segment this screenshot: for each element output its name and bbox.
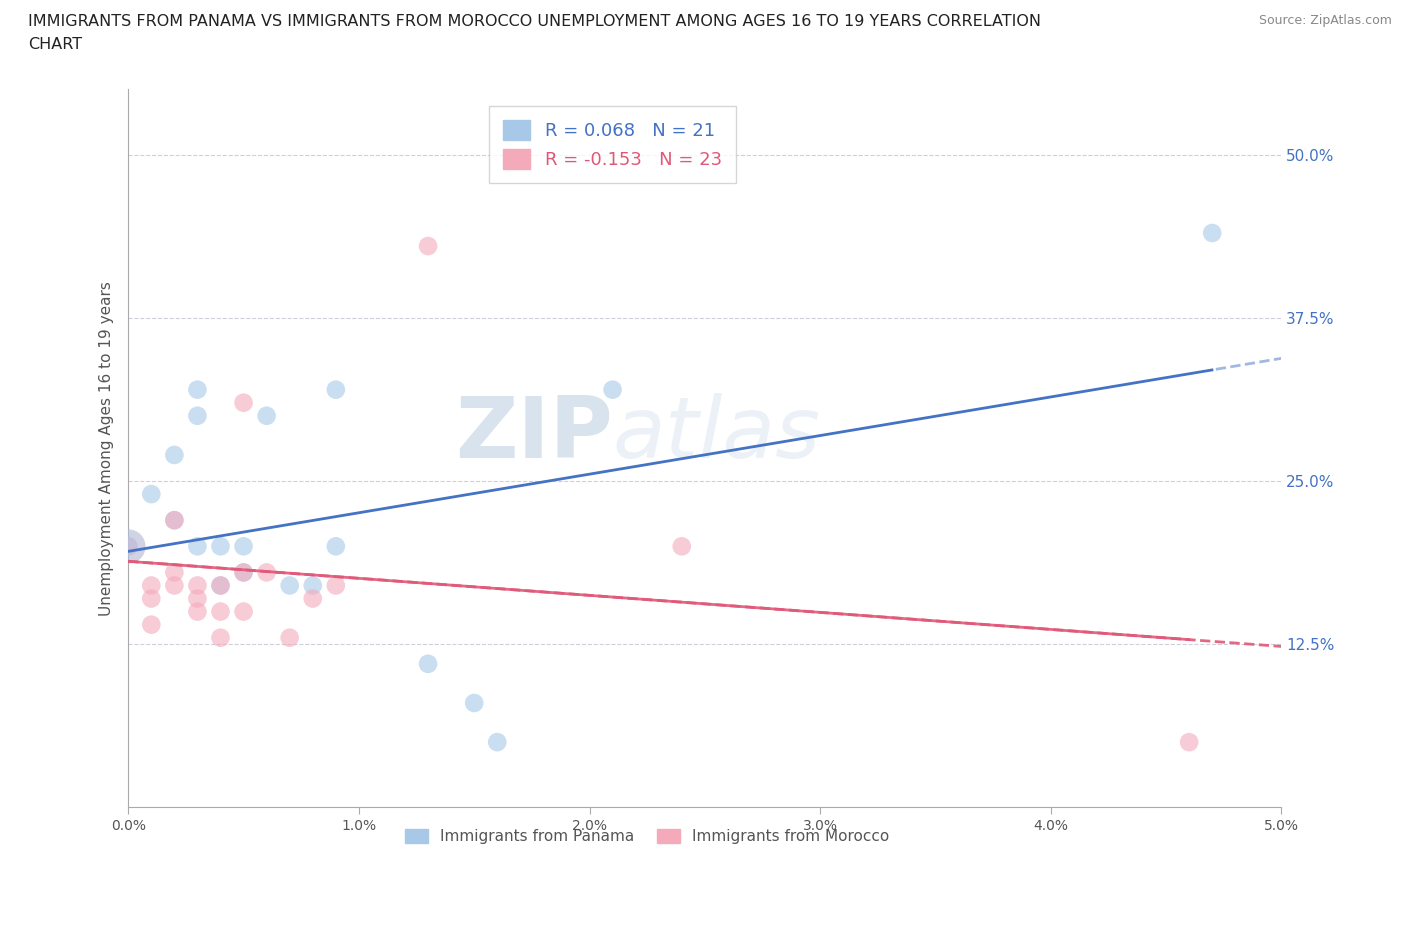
Point: [141, 618, 163, 632]
Point: [117, 538, 139, 553]
Point: [1201, 226, 1223, 241]
Point: [325, 538, 347, 553]
Point: [278, 578, 301, 593]
Text: CHART: CHART: [28, 37, 82, 52]
Point: [232, 538, 254, 553]
Point: [141, 486, 163, 501]
Point: [232, 395, 254, 410]
Point: [278, 631, 301, 645]
Point: [117, 538, 139, 553]
Point: [416, 657, 439, 671]
Point: [186, 538, 208, 553]
Point: [325, 382, 347, 397]
Point: [117, 538, 139, 553]
Point: [186, 578, 208, 593]
Point: [209, 631, 232, 645]
Point: [163, 512, 186, 527]
Point: [671, 538, 693, 553]
Point: [301, 578, 323, 593]
Text: IMMIGRANTS FROM PANAMA VS IMMIGRANTS FROM MOROCCO UNEMPLOYMENT AMONG AGES 16 TO : IMMIGRANTS FROM PANAMA VS IMMIGRANTS FRO…: [28, 14, 1040, 29]
Point: [325, 578, 347, 593]
Point: [186, 591, 208, 606]
Text: Source: ZipAtlas.com: Source: ZipAtlas.com: [1258, 14, 1392, 27]
Point: [232, 565, 254, 580]
Point: [301, 591, 323, 606]
Point: [163, 447, 186, 462]
Point: [602, 382, 624, 397]
Point: [163, 578, 186, 593]
Text: atlas: atlas: [613, 392, 821, 475]
Point: [209, 538, 232, 553]
Point: [416, 239, 439, 254]
Point: [1178, 735, 1201, 750]
Point: [186, 408, 208, 423]
Point: [209, 578, 232, 593]
Legend: Immigrants from Panama, Immigrants from Morocco: Immigrants from Panama, Immigrants from …: [399, 823, 896, 850]
Point: [256, 565, 278, 580]
Point: [141, 578, 163, 593]
Point: [209, 604, 232, 619]
Point: [163, 512, 186, 527]
Point: [232, 604, 254, 619]
Point: [117, 538, 139, 553]
Point: [163, 565, 186, 580]
Text: ZIP: ZIP: [454, 392, 613, 475]
Point: [209, 578, 232, 593]
Point: [463, 696, 485, 711]
Point: [186, 604, 208, 619]
Point: [232, 565, 254, 580]
Point: [256, 408, 278, 423]
Point: [141, 591, 163, 606]
Point: [186, 382, 208, 397]
Point: [486, 735, 509, 750]
Y-axis label: Unemployment Among Ages 16 to 19 years: Unemployment Among Ages 16 to 19 years: [100, 281, 114, 616]
